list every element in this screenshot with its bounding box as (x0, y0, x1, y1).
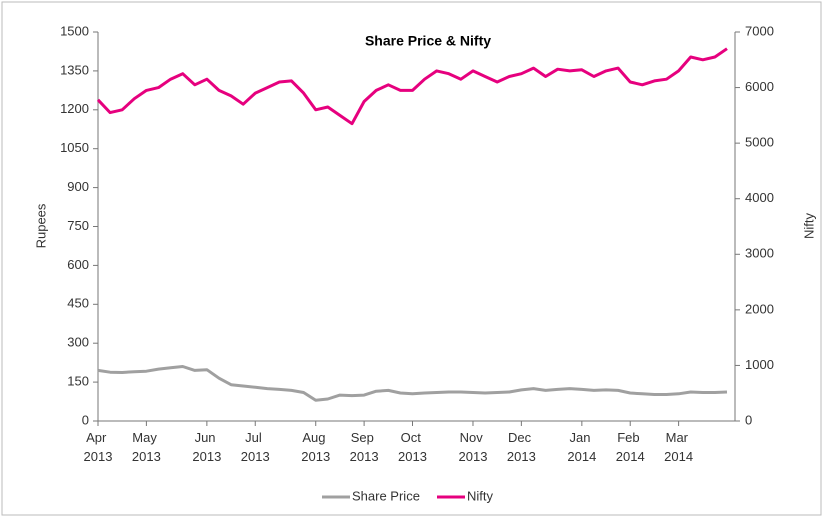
y-tick-label: 750 (67, 218, 89, 233)
x-tick-label: Jun 2013 (192, 430, 221, 464)
x-tick-label: Oct 2013 (398, 430, 427, 464)
y2-tick-label: 4000 (745, 190, 774, 205)
legend-label: Share Price (352, 488, 420, 503)
y-tick-label: 450 (67, 296, 89, 311)
line-series (97, 365, 728, 402)
y-tick-label: 1050 (60, 140, 89, 155)
x-tick-label: Sep 2013 (350, 430, 379, 464)
y2-axis-title: Nifty (801, 213, 816, 240)
y2-tick-label: 2000 (745, 301, 774, 316)
y2-tick-label: 6000 (745, 79, 774, 94)
y-tick-label: 1350 (60, 62, 89, 77)
y2-tick-label: 0 (745, 412, 752, 427)
x-tick-label: Mar 2014 (664, 430, 693, 464)
y-tick-label: 0 (82, 412, 89, 427)
y-tick-label: 1200 (60, 101, 89, 116)
x-tick-label: Aug 2013 (301, 430, 330, 464)
x-tick-label: May 2013 (132, 430, 161, 464)
line-series (96, 47, 728, 126)
x-tick-label: Jan 2014 (567, 430, 596, 464)
y-tick-label: 900 (67, 179, 89, 194)
y2-tick-label: 5000 (745, 135, 774, 150)
chart-title: Share Price & Nifty (365, 33, 491, 49)
y-tick-label: 1500 (60, 23, 89, 38)
y-axis-title: Rupees (33, 203, 48, 248)
y-tick-label: 600 (67, 257, 89, 272)
x-tick-label: Nov 2013 (459, 430, 488, 464)
y2-tick-label: 7000 (745, 23, 774, 38)
y2-tick-label: 3000 (745, 246, 774, 261)
y2-tick-label: 1000 (745, 357, 774, 372)
x-tick-label: Apr 2013 (84, 430, 113, 464)
y-tick-label: 150 (67, 374, 89, 389)
legend-label: Nifty (467, 488, 494, 503)
y-tick-label: 300 (67, 335, 89, 350)
x-tick-label: Dec 2013 (507, 430, 536, 464)
x-tick-label: Feb 2014 (616, 430, 645, 464)
x-tick-label: Jul 2013 (241, 430, 270, 464)
